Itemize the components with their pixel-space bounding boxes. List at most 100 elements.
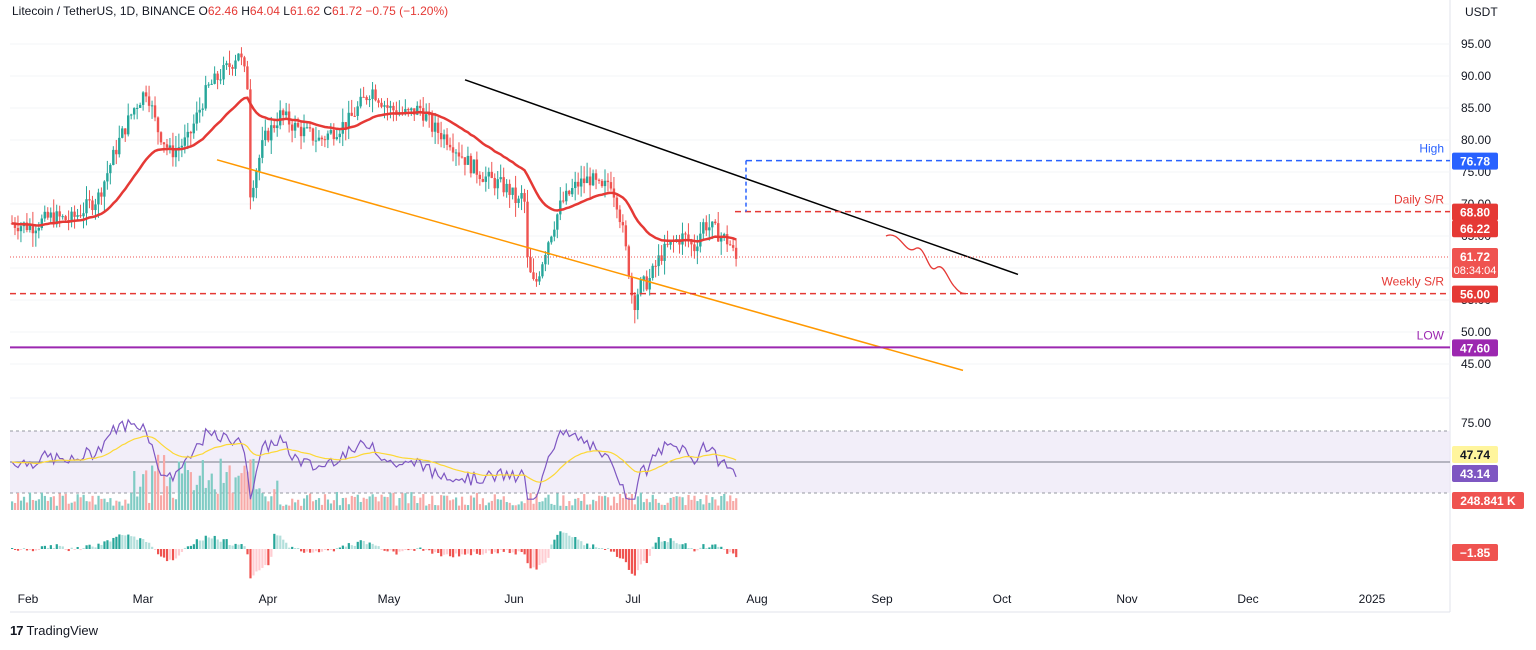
volume-bar: [672, 497, 675, 510]
candle-body: [52, 212, 55, 225]
candle-body: [585, 176, 589, 184]
volume-bar: [481, 498, 485, 510]
macd-hist-bar: [484, 549, 487, 554]
macd-hist-bar: [413, 549, 416, 551]
volume-bar: [362, 497, 365, 510]
macd-hist-bar: [291, 546, 294, 549]
candle-body: [109, 164, 112, 174]
candle-body: [144, 92, 148, 97]
volume-bar: [329, 503, 333, 510]
candle-body: [433, 122, 437, 132]
price-grid: [10, 43, 1450, 365]
candle-body: [576, 181, 580, 187]
candle-body: [529, 257, 532, 273]
volume-bar: [648, 502, 651, 510]
macd-hist-bar: [192, 544, 195, 549]
tradingview-brand[interactable]: 17 TradingView: [10, 623, 98, 638]
volume-bar: [496, 499, 499, 510]
candle-body: [725, 234, 729, 245]
candle-body: [526, 201, 529, 258]
volume-bar: [705, 495, 708, 510]
candle-body: [436, 122, 440, 134]
volume-bar: [148, 502, 151, 510]
candle-body: [270, 125, 273, 141]
volume-bar: [70, 502, 73, 510]
projection-path: [885, 234, 969, 295]
candle-body: [156, 117, 160, 133]
macd-hist-bar: [681, 544, 684, 549]
macd-hist-bar: [85, 545, 88, 549]
open-value: 62.46: [207, 4, 238, 18]
volume-bar: [246, 471, 249, 510]
candle-body: [690, 241, 693, 245]
macd-hist-bar: [317, 549, 321, 553]
price-badge-text: 43.14: [1460, 467, 1490, 481]
volume-bar: [133, 470, 136, 510]
price-badge-text: −1.85: [1460, 546, 1491, 560]
candle-body: [180, 145, 184, 148]
candle-body: [216, 73, 219, 80]
candle-body: [135, 107, 139, 109]
candle-body: [121, 128, 124, 138]
price-axis[interactable]: 95.0090.0085.0080.0075.0070.0065.0060.00…: [1461, 5, 1498, 371]
macd-hist-bar: [577, 539, 580, 549]
macd-hist-bar: [639, 549, 642, 565]
time-axis[interactable]: Feb Mar Apr May Jun Jul Aug Sep Oct Nov Dec 2025: [18, 592, 1386, 606]
macd-hist-bar: [487, 549, 490, 551]
candle-body: [43, 211, 46, 219]
candle-body: [717, 223, 720, 242]
candle-body: [240, 53, 243, 58]
volume-bar: [335, 492, 339, 510]
candle-body: [356, 106, 359, 116]
volume-bar: [154, 471, 157, 510]
macd-pane: [11, 531, 738, 579]
macd-hist-bar: [106, 540, 109, 549]
volume-bar: [297, 499, 300, 510]
candle-body: [46, 211, 49, 218]
macd-hist-bar: [657, 537, 660, 549]
macd-hist-bar: [279, 535, 282, 549]
candle-body: [338, 133, 341, 138]
ema-line: [11, 96, 737, 243]
volume-bar: [386, 497, 389, 510]
macd-hist-bar: [562, 532, 565, 549]
volume-bar: [25, 502, 29, 510]
volume-bar: [699, 499, 702, 510]
candle-body: [550, 236, 553, 243]
candle-body: [234, 60, 237, 69]
volume-bar: [535, 493, 538, 510]
candle-body: [40, 218, 43, 228]
volume-bar: [124, 499, 127, 510]
volume-bar: [100, 498, 103, 510]
volume-bar: [344, 497, 347, 510]
macd-hist-bar: [335, 548, 339, 549]
volume-bar: [681, 497, 684, 510]
candle-body: [579, 178, 583, 187]
candle-body: [323, 139, 327, 141]
macd-hist-bar: [177, 549, 181, 556]
candle-body: [293, 122, 297, 131]
macd-hist-bar: [91, 546, 94, 549]
candle-body: [94, 204, 97, 211]
symbol-title[interactable]: Litecoin / TetherUS, 1D, BINANCE: [12, 4, 196, 18]
candle-body: [639, 279, 642, 295]
macd-hist-bar: [532, 549, 535, 568]
macd-hist-bar: [472, 549, 476, 552]
volume-bar: [454, 497, 458, 510]
candle-body: [478, 174, 482, 180]
macd-hist-bar: [171, 549, 175, 561]
macd-hist-bar: [696, 549, 699, 551]
volume-bar: [303, 498, 306, 510]
volume-badge: [1452, 492, 1524, 509]
volume-bar: [595, 501, 598, 510]
candle-body: [621, 222, 625, 226]
volume-bar: [192, 490, 195, 510]
volume-bar: [606, 497, 610, 510]
candle-body: [150, 105, 154, 107]
macd-hist-bar: [67, 549, 70, 552]
price-badge: [1452, 339, 1498, 357]
candle-body: [728, 244, 732, 246]
macd-hist-bar: [425, 549, 428, 550]
macd-hist-bar: [276, 535, 279, 549]
